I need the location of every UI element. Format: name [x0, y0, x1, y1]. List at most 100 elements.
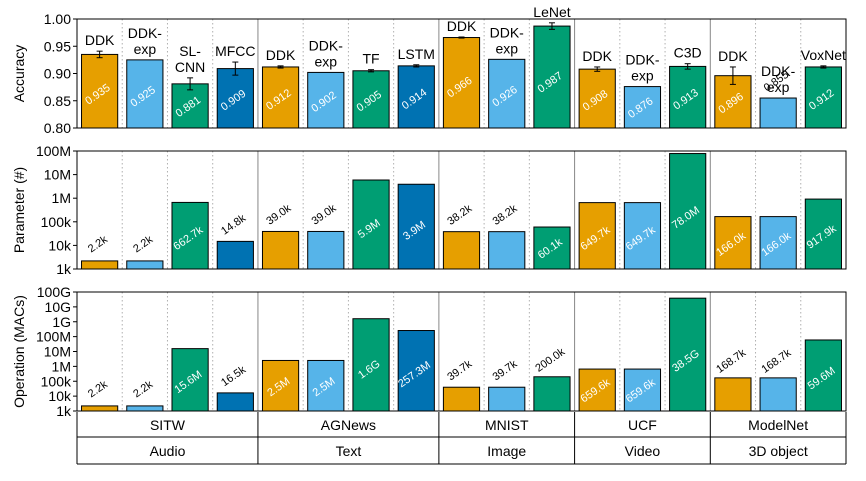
model-label: DDK-: [761, 63, 796, 79]
bar: [442, 386, 481, 412]
bar: [307, 359, 345, 412]
dataset-label: AGNews: [321, 417, 376, 433]
modality-label: Image: [487, 443, 526, 459]
bar: [126, 405, 164, 412]
bar: [171, 201, 209, 270]
bar: [126, 260, 164, 270]
model-label: MFCC: [215, 43, 255, 59]
data-label: 168.7k: [759, 347, 793, 376]
model-label: exp: [495, 40, 518, 56]
data-label: 39.0k: [310, 202, 339, 228]
y-tick-label: 1k: [56, 261, 72, 277]
model-label: VoxNet: [801, 47, 846, 63]
y-tick-label: 10G: [45, 299, 71, 315]
bar: [804, 198, 842, 270]
model-label: CNN: [175, 59, 205, 75]
y-tick-label: 1G: [52, 314, 71, 330]
data-label: 39.7k: [445, 358, 474, 384]
bar: [126, 59, 164, 129]
bar: [533, 226, 571, 270]
model-label: exp: [631, 68, 654, 84]
model-label: DDK-: [309, 37, 344, 53]
bar: [714, 377, 752, 412]
modality-label: Text: [336, 443, 362, 459]
data-label: 16.5k: [219, 364, 248, 390]
y-tick-label: 0.80: [44, 120, 71, 136]
y-tick-label: 10k: [48, 388, 72, 404]
bar: [533, 25, 571, 129]
model-label: DDK-: [128, 25, 163, 41]
modality-label: Audio: [150, 443, 186, 459]
model-label: DDK: [582, 48, 612, 64]
bar: [714, 216, 752, 270]
model-label: DDK: [266, 47, 296, 63]
bar: [352, 70, 390, 129]
data-label: 39.0k: [264, 202, 293, 228]
bar: [578, 202, 616, 270]
y-tick-label: 1M: [52, 190, 71, 206]
modality-label: 3D object: [749, 443, 808, 459]
bar: [261, 359, 300, 412]
y-tick-label: 10M: [44, 344, 71, 360]
y-axis-label: Operation (MACs): [11, 295, 27, 408]
y-tick-label: 100k: [41, 214, 72, 230]
y-tick-label: 100k: [41, 373, 72, 389]
data-label: 2.2k: [86, 378, 110, 400]
data-label: 200.0k: [533, 346, 567, 375]
bar: [307, 230, 345, 270]
dataset-label: MNIST: [485, 417, 529, 433]
y-tick-label: 10M: [44, 167, 71, 183]
bar: [442, 231, 481, 270]
dataset-label: SITW: [150, 417, 186, 433]
bar: [352, 179, 390, 270]
y-axis-label: Accuracy: [11, 45, 27, 103]
bar: [669, 153, 707, 270]
bar: [578, 68, 616, 129]
bar: [171, 348, 209, 412]
bar: [578, 368, 616, 412]
y-axis-label: Parameter (#): [11, 167, 27, 253]
data-label: 168.7k: [714, 347, 748, 376]
bar: [759, 97, 797, 129]
bar: [307, 71, 345, 129]
bar: [804, 339, 842, 412]
bar: [397, 183, 435, 270]
y-tick-label: 1M: [52, 358, 71, 374]
bar: [81, 53, 119, 129]
plot-frame: [76, 18, 847, 129]
model-label: exp: [134, 41, 157, 57]
model-label: DDK-: [625, 52, 660, 68]
model-label: TF: [362, 51, 379, 67]
data-label: 2.2k: [86, 233, 110, 255]
model-label: DDK: [85, 32, 115, 48]
bar: [623, 86, 662, 129]
model-label: LeNet: [533, 4, 570, 20]
data-label: 39.7k: [491, 358, 520, 384]
data-label: 38.2k: [445, 202, 474, 228]
y-tick-label: 100M: [36, 329, 71, 345]
model-label: DDK: [718, 48, 748, 64]
bar: [81, 405, 119, 412]
y-tick-label: 100G: [37, 284, 71, 300]
bar: [442, 37, 481, 129]
data-label: 14.8k: [219, 212, 248, 238]
y-tick-label: 0.85: [44, 93, 71, 109]
bar: [623, 368, 662, 412]
bar: [261, 230, 300, 270]
bar: [81, 260, 119, 270]
bar: [397, 330, 435, 412]
model-label: exp: [315, 53, 338, 69]
bar: [216, 240, 254, 270]
y-tick-label: 1.00: [44, 11, 71, 27]
bar: [352, 318, 390, 412]
category-table: SITW Audio AGNews Text MNIST Image UCF Video Mod…: [76, 412, 847, 465]
bar: [261, 66, 300, 129]
bar: [804, 66, 842, 129]
dataset-label: UCF: [628, 417, 657, 433]
y-tick-label: 0.95: [44, 38, 71, 54]
y-tick-label: 1k: [56, 403, 72, 419]
